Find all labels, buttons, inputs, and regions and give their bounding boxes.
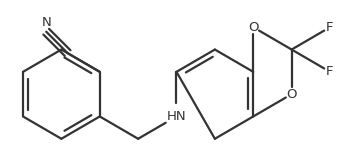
Text: N: N: [41, 16, 51, 29]
Text: O: O: [286, 88, 297, 101]
Text: F: F: [326, 21, 334, 34]
Text: HN: HN: [167, 110, 186, 123]
Text: O: O: [248, 21, 258, 34]
Text: F: F: [326, 65, 334, 78]
